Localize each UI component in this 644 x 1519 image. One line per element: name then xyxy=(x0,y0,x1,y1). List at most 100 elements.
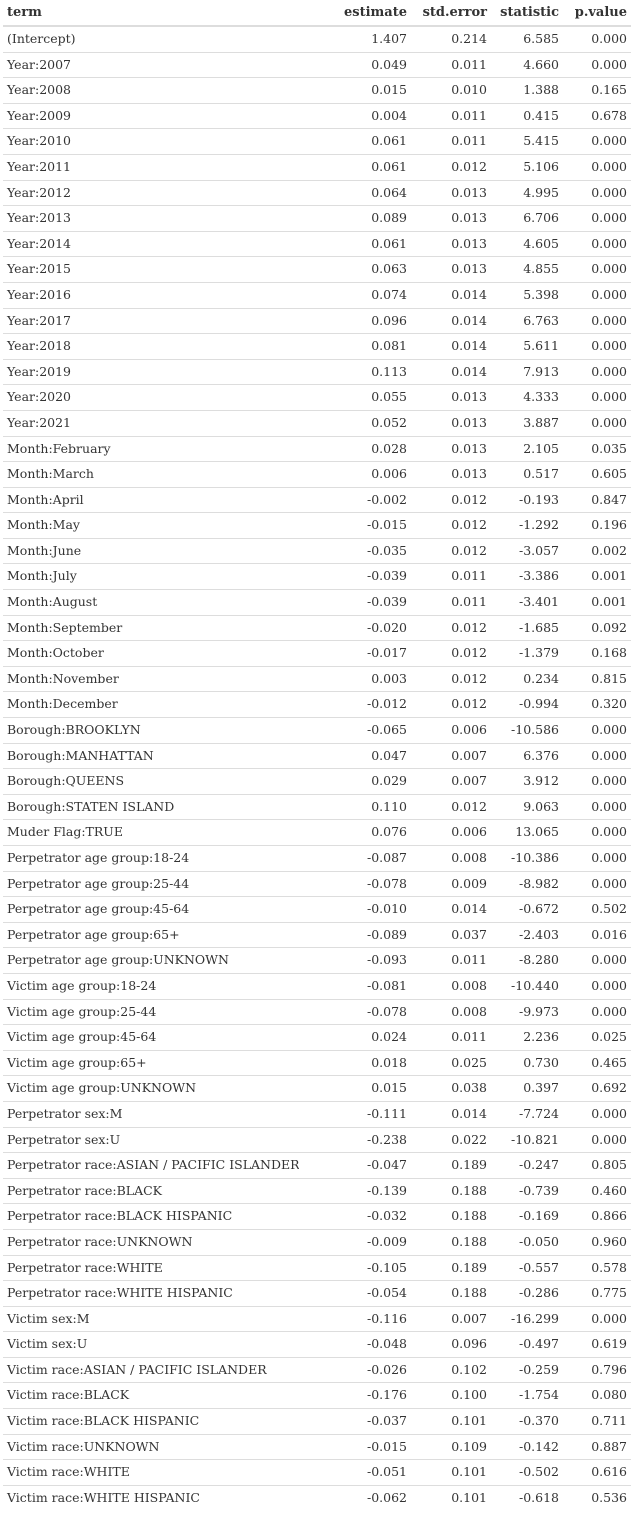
table-row: Month:August -0.039 0.011 -3.401 0.001 xyxy=(3,589,631,616)
statistic-cell: -10.586 xyxy=(491,717,563,744)
estimate-cell: -0.176 xyxy=(299,1382,411,1409)
estimate-cell: 0.029 xyxy=(299,768,411,795)
std-error-cell: 0.188 xyxy=(411,1203,491,1230)
table-row: Month:September -0.020 0.012 -1.685 0.092 xyxy=(3,614,631,641)
statistic-cell: 7.913 xyxy=(491,358,563,385)
std-error-cell: 0.014 xyxy=(411,307,491,334)
p-value-cell: 0.196 xyxy=(563,512,631,539)
header-row: term estimate std.error statistic p.valu… xyxy=(3,0,631,27)
std-error-cell: 0.012 xyxy=(411,512,491,539)
estimate-cell: 0.061 xyxy=(299,153,411,181)
std-error-cell: 0.006 xyxy=(411,717,491,744)
statistic-cell: 3.912 xyxy=(491,768,563,795)
estimate-cell: -0.026 xyxy=(299,1356,411,1383)
table-row: Victim race:WHITE -0.051 0.101 -0.502 0.616 xyxy=(3,1459,631,1486)
statistic-cell: -0.286 xyxy=(491,1280,563,1307)
std-error-cell: 0.102 xyxy=(411,1356,491,1383)
std-error-cell: 0.037 xyxy=(411,921,491,948)
statistic-cell: 4.605 xyxy=(491,230,563,257)
std-error-cell: 0.189 xyxy=(411,1152,491,1179)
statistic-cell: -0.370 xyxy=(491,1408,563,1435)
statistic-cell: 6.763 xyxy=(491,307,563,334)
table-row: Perpetrator age group:18-24 -0.087 0.008 -1… xyxy=(3,845,631,872)
table-row: Year:2008 0.015 0.010 1.388 0.165 xyxy=(3,77,631,104)
p-value-cell: 0.000 xyxy=(563,333,631,360)
estimate-cell: 0.089 xyxy=(299,205,411,232)
std-error-cell: 0.007 xyxy=(411,742,491,769)
term-cell: Month:June xyxy=(3,537,299,564)
term-cell: Month:March xyxy=(3,461,299,488)
p-value-cell: 0.000 xyxy=(563,998,631,1025)
statistic-cell: -8.982 xyxy=(491,870,563,897)
std-error-cell: 0.009 xyxy=(411,870,491,897)
statistic-cell: -0.247 xyxy=(491,1152,563,1179)
std-error-cell: 0.038 xyxy=(411,1075,491,1102)
table-row: Muder Flag:TRUE 0.076 0.006 13.065 0.000 xyxy=(3,819,631,846)
table-row: Perpetrator race:UNKNOWN -0.009 0.188 -0.05… xyxy=(3,1228,631,1255)
term-cell: Perpetrator age group:25-44 xyxy=(3,870,299,897)
estimate-cell: -0.081 xyxy=(299,972,411,1000)
term-cell: Victim race:WHITE HISPANIC xyxy=(3,1484,299,1511)
std-error-cell: 0.014 xyxy=(411,333,491,360)
term-cell: Year:2012 xyxy=(3,179,299,206)
table-row: Month:November 0.003 0.012 0.234 0.815 xyxy=(3,665,631,692)
estimate-cell: 0.049 xyxy=(299,51,411,78)
term-cell: Month:October xyxy=(3,640,299,667)
term-cell: Victim sex:U xyxy=(3,1331,299,1358)
table-row: Month:February 0.028 0.013 2.105 0.035 xyxy=(3,435,631,462)
term-cell: Year:2014 xyxy=(3,230,299,257)
term-cell: Perpetrator age group:UNKNOWN xyxy=(3,947,299,974)
std-error-cell: 0.008 xyxy=(411,998,491,1025)
p-value-cell: 0.536 xyxy=(563,1484,631,1511)
std-error-cell: 0.011 xyxy=(411,128,491,155)
term-cell: Borough:STATEN ISLAND xyxy=(3,793,299,820)
table-row: Victim race:BLACK HISPANIC -0.037 0.101 -0.… xyxy=(3,1408,631,1435)
std-error-cell: 0.007 xyxy=(411,768,491,795)
table-row: Victim race:ASIAN / PACIFIC ISLANDER -0.0… xyxy=(3,1356,631,1383)
estimate-cell: -0.039 xyxy=(299,589,411,616)
term-cell: Month:December xyxy=(3,691,299,718)
statistic-cell: 0.415 xyxy=(491,102,563,129)
p-value-cell: 0.000 xyxy=(563,281,631,309)
estimate-cell: 0.055 xyxy=(299,384,411,411)
estimate-cell: -0.017 xyxy=(299,640,411,667)
p-value-cell: 0.168 xyxy=(563,640,631,667)
std-error-cell: 0.014 xyxy=(411,1100,491,1128)
std-error-cell: 0.012 xyxy=(411,537,491,564)
estimate-cell: -0.105 xyxy=(299,1254,411,1281)
table-row: Perpetrator age group:25-44 -0.078 0.009 -8… xyxy=(3,870,631,897)
table-row: Year:2017 0.096 0.014 6.763 0.000 xyxy=(3,307,631,334)
table-row: Year:2015 0.063 0.013 4.855 0.000 xyxy=(3,256,631,283)
p-value-cell: 0.000 xyxy=(563,179,631,206)
estimate-cell: -0.039 xyxy=(299,563,411,590)
p-value-cell: 0.000 xyxy=(563,1100,631,1128)
estimate-cell: -0.078 xyxy=(299,998,411,1025)
statistic-cell: 0.234 xyxy=(491,665,563,692)
estimate-cell: 1.407 xyxy=(371,31,407,46)
p-value-cell: 0.616 xyxy=(563,1459,631,1486)
std-error-cell: 0.101 xyxy=(411,1484,491,1511)
p-value-cell: 0.866 xyxy=(563,1203,631,1230)
term-cell: Victim race:ASIAN / PACIFIC ISLANDER xyxy=(3,1356,299,1383)
p-value-cell: 0.000 xyxy=(563,717,631,744)
table-row: Victim age group:45-64 0.024 0.011 2.236 0.0… xyxy=(3,1024,631,1051)
p-value-cell: 0.000 xyxy=(563,230,631,257)
table-row: Victim race:WHITE HISPANIC -0.062 0.101 -0.… xyxy=(3,1484,631,1511)
std-error-cell: 0.013 xyxy=(411,205,491,232)
table-row: Month:December -0.012 0.012 -0.994 0.320 xyxy=(3,691,631,718)
estimate-cell: 0.003 xyxy=(299,665,411,692)
term-cell: Victim race:BLACK xyxy=(3,1382,299,1409)
p-value-cell: 0.678 xyxy=(563,102,631,129)
term-cell: Year:2008 xyxy=(3,77,299,104)
term-cell: Perpetrator age group:18-24 xyxy=(3,845,299,872)
term-cell: Victim age group:18-24 xyxy=(3,972,299,1000)
table-body: (Intercept) 1.407 0.214 6.585 0.000 Year:2007… xyxy=(3,26,631,1511)
p-value-cell: 0.619 xyxy=(563,1331,631,1358)
term-cell: Victim sex:M xyxy=(3,1305,299,1332)
p-value-cell: 0.805 xyxy=(563,1152,631,1179)
statistic-cell: -1.754 xyxy=(491,1382,563,1409)
std-error-cell: 0.008 xyxy=(411,845,491,872)
std-error-cell: 0.013 xyxy=(411,435,491,462)
p-value-cell: 0.460 xyxy=(563,1177,631,1204)
